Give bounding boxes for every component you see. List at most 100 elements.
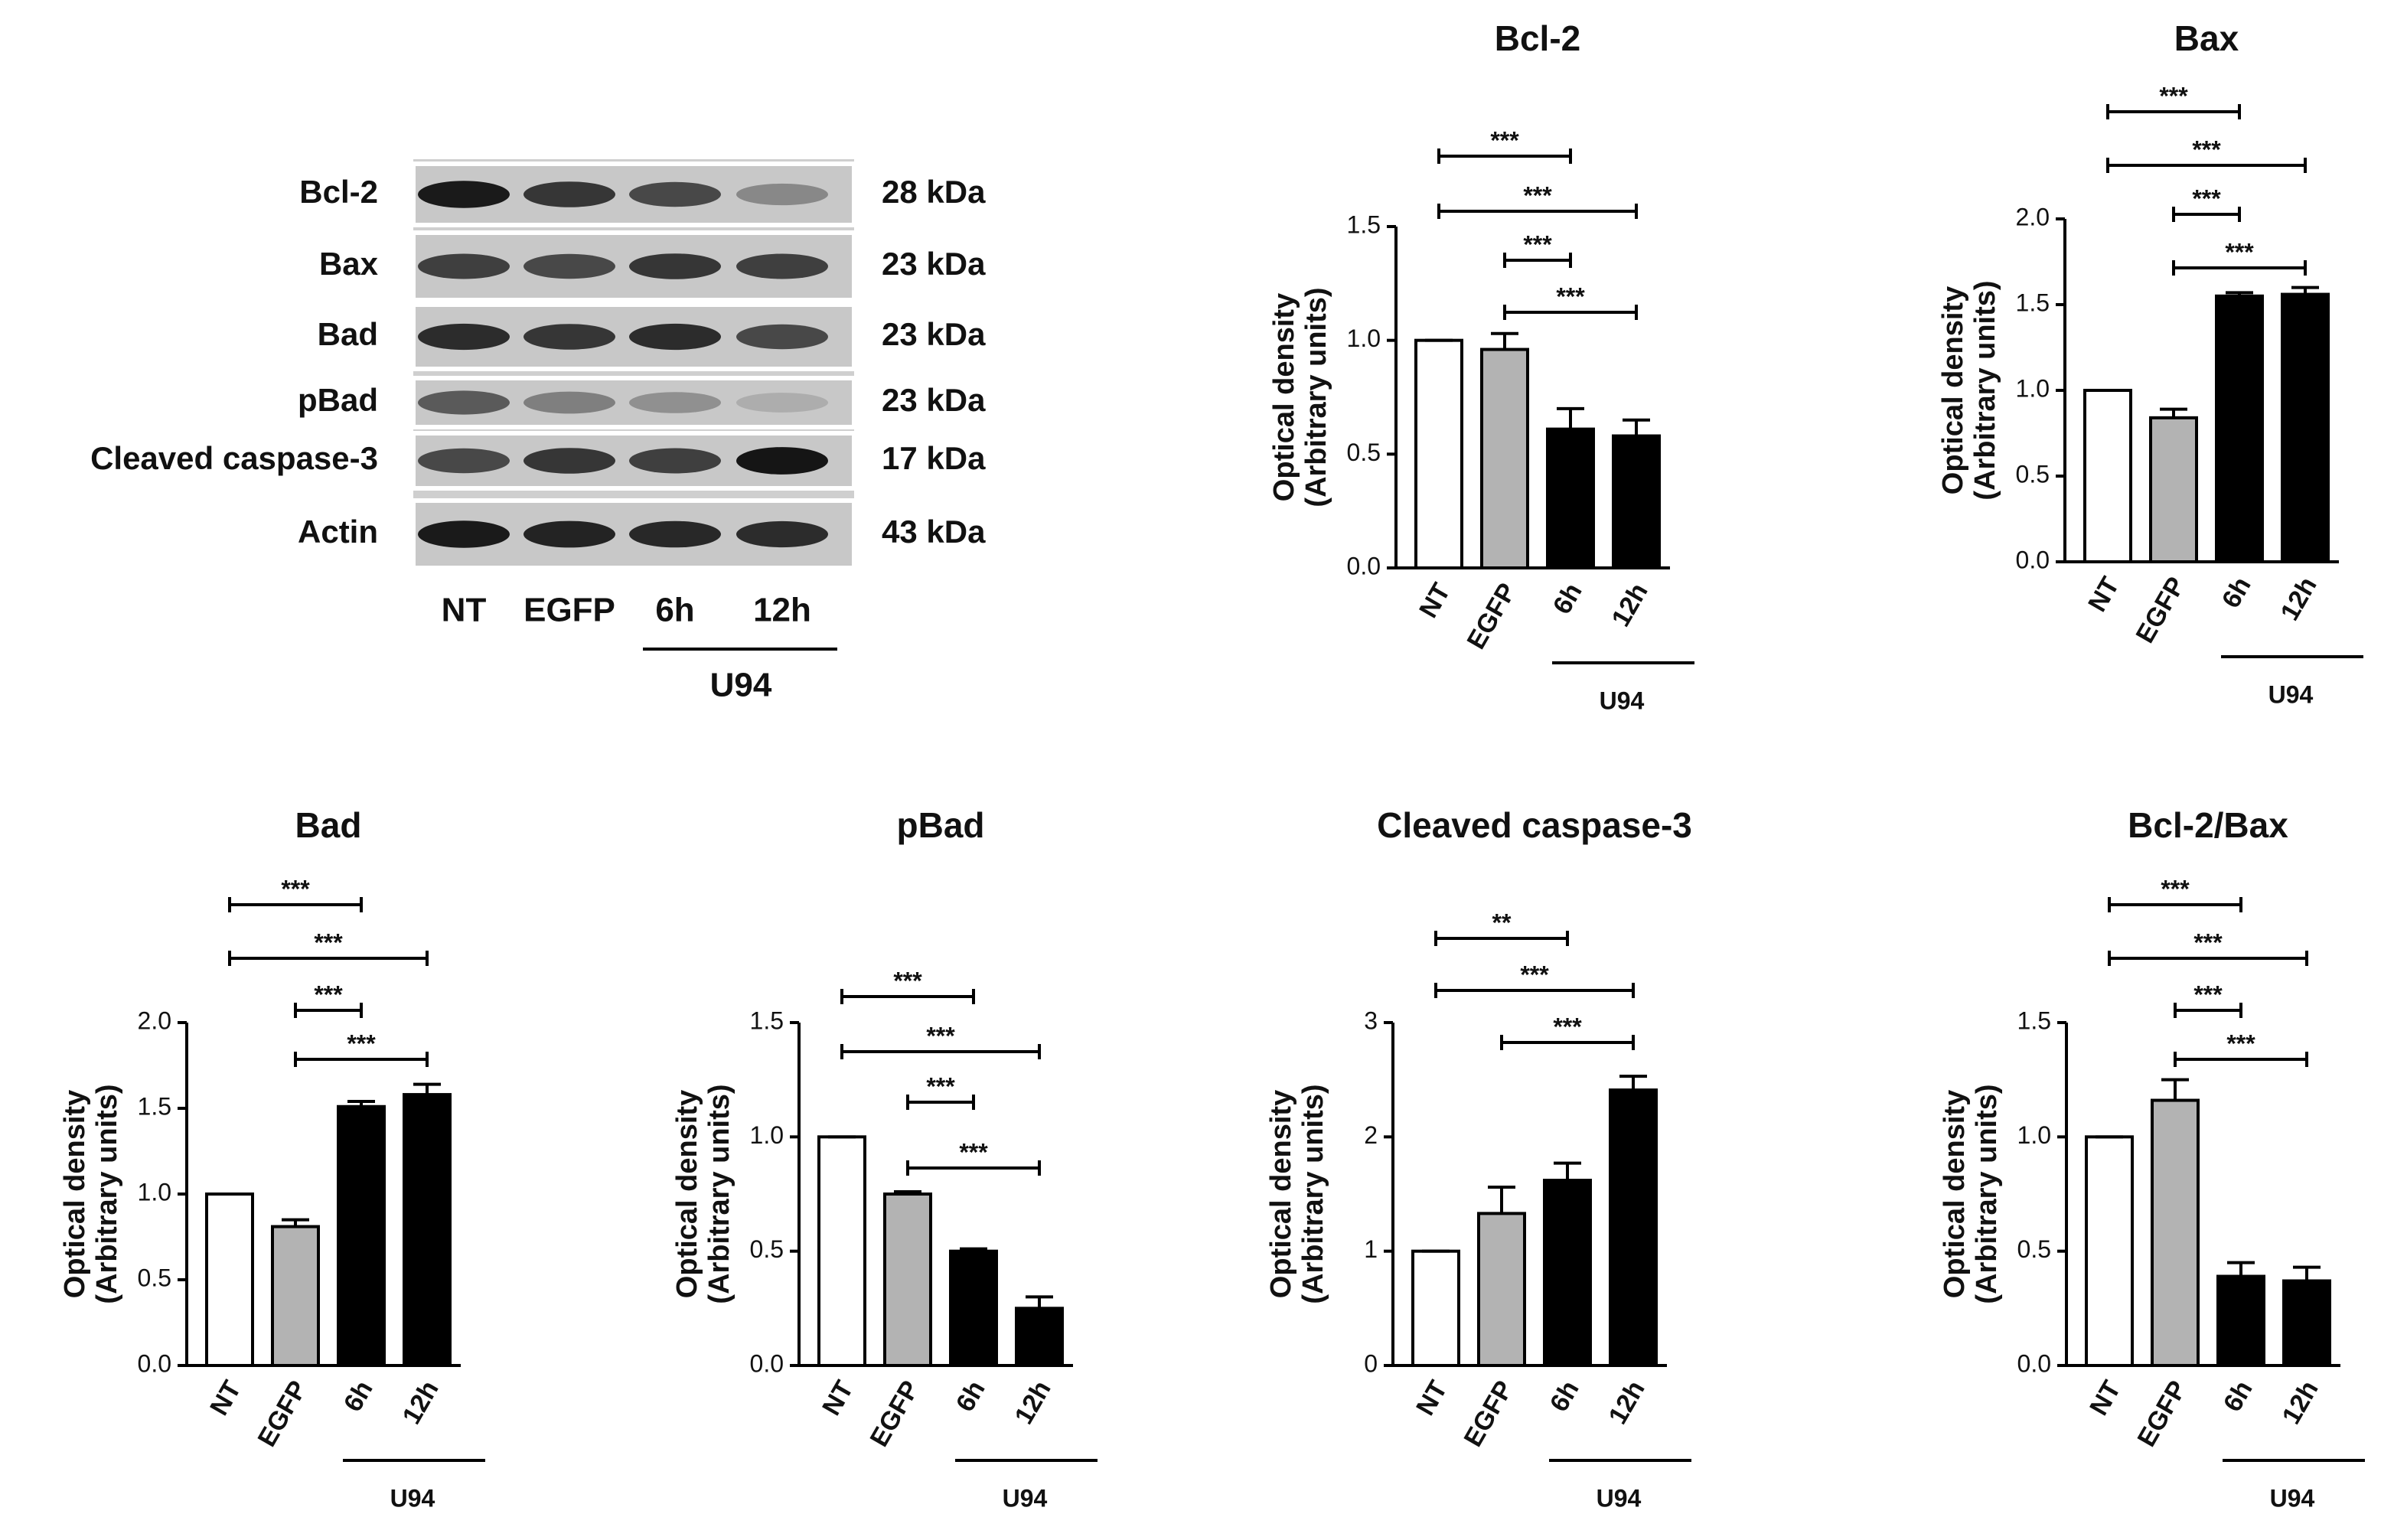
error-bar — [1554, 1161, 1581, 1181]
blot-size-label: 23 kDa — [882, 382, 986, 418]
group-label: U94 — [2268, 680, 2314, 708]
significance-bracket — [1437, 204, 1638, 219]
significance-label: *** — [1523, 181, 1552, 209]
significance-label: *** — [2225, 238, 2254, 266]
significance-bracket — [2108, 951, 2308, 966]
significance-label: *** — [281, 875, 310, 902]
x-tick-label: 12h — [397, 1375, 445, 1429]
bar — [205, 1193, 254, 1367]
y-tick-label: 0.0 — [2017, 1349, 2051, 1377]
error-bar — [347, 1100, 375, 1107]
group-label: U94 — [2270, 1484, 2315, 1512]
x-tick-label: 12h — [1606, 578, 1654, 631]
x-tick-label: NT — [817, 1375, 859, 1420]
significance-bracket — [1503, 253, 1572, 268]
significance-label: *** — [2192, 135, 2221, 163]
significance-label: *** — [2193, 928, 2223, 956]
x-tick-label: NT — [1411, 1375, 1453, 1420]
x-tick-label: 6h — [951, 1375, 991, 1416]
error-bar — [413, 1082, 441, 1095]
error-bar — [2291, 285, 2319, 295]
y-tick-label: 0.0 — [750, 1349, 784, 1377]
blot-size-label: 43 kDa — [882, 514, 986, 550]
y-axis-label: (Arbitrary units) — [1969, 280, 2001, 500]
blot-row-label: Actin — [298, 514, 378, 550]
error-bar — [1623, 418, 1650, 436]
y-tick-label: 2 — [1364, 1121, 1378, 1149]
error-bar — [2227, 1261, 2255, 1277]
x-tick-label: 12h — [2277, 1375, 2324, 1429]
significance-bracket — [840, 1044, 1041, 1059]
bar — [883, 1193, 932, 1367]
bar — [2216, 1274, 2265, 1368]
blot-row-label: Bad — [318, 316, 378, 352]
y-tick-label: 1.5 — [750, 1007, 784, 1034]
significance-label: ** — [1492, 909, 1512, 936]
significance-bracket — [2106, 104, 2241, 119]
y-tick-label: 0.5 — [138, 1264, 171, 1291]
significance-bracket — [1437, 148, 1572, 164]
significance-label: *** — [2226, 1029, 2255, 1057]
error-bar — [1488, 1186, 1515, 1214]
blot-band — [629, 253, 721, 279]
y-tick-label: 2.0 — [2016, 203, 2050, 230]
significance-label: *** — [893, 967, 922, 994]
blot-band — [736, 324, 828, 350]
blot-band — [418, 323, 510, 351]
blot-band — [523, 448, 615, 474]
y-axis-label: (Arbitrary units) — [91, 1084, 123, 1303]
bar — [2083, 389, 2132, 563]
blot-band — [418, 448, 510, 474]
y-axis-label: Optical density — [1939, 1090, 1971, 1298]
y-tick-label: 1.5 — [2017, 1007, 2051, 1034]
blot-band — [736, 253, 828, 279]
chart-title: Bax — [2174, 18, 2239, 58]
blot-size-label: 17 kDa — [882, 440, 986, 476]
group-label: U94 — [1600, 687, 1645, 714]
x-tick-label: 6h — [2218, 1375, 2259, 1416]
blot-band — [418, 181, 510, 208]
bar — [2215, 294, 2264, 563]
x-tick-label: 12h — [1009, 1375, 1057, 1429]
x-tick-label: NT — [2084, 1375, 2127, 1420]
y-tick-label: 0.5 — [2016, 460, 2050, 488]
significance-bracket — [2172, 260, 2307, 276]
bar — [2149, 416, 2198, 564]
significance-label: *** — [2159, 82, 2188, 109]
x-tick-label: EGFP — [865, 1375, 925, 1451]
error-bar — [2293, 1265, 2321, 1281]
bar — [2281, 292, 2330, 563]
blot-size-label: 23 kDa — [882, 246, 986, 282]
blot-band — [523, 253, 615, 279]
x-tick-label: 6h — [2216, 572, 2257, 612]
y-axis-label: Optical density — [1265, 1090, 1297, 1298]
y-tick-label: 1 — [1364, 1235, 1378, 1263]
blot-band — [418, 390, 510, 415]
error-bar — [1491, 331, 1518, 350]
significance-label: *** — [1553, 1013, 1582, 1040]
significance-label: *** — [2161, 875, 2190, 902]
chart-title: Bcl-2/Bax — [2128, 805, 2288, 845]
x-tick-label: NT — [1414, 578, 1456, 622]
x-tick-label: NT — [2083, 572, 2125, 616]
error-bar — [1557, 406, 1584, 429]
x-tick-label: EGFP — [1462, 578, 1522, 654]
error-bar — [2226, 291, 2253, 296]
blot-size-label: 23 kDa — [882, 316, 986, 352]
bar — [1480, 347, 1529, 569]
y-tick-label: 3 — [1364, 1007, 1378, 1034]
x-tick-label: NT — [204, 1375, 247, 1420]
significance-label: *** — [347, 1029, 376, 1057]
blot-band — [629, 392, 721, 413]
error-bar — [2160, 407, 2187, 418]
blot-band — [418, 253, 510, 279]
significance-bracket — [2106, 158, 2307, 173]
significance-bracket — [1434, 931, 1569, 946]
blot-lane-label: NT — [442, 592, 487, 629]
x-tick-label: 12h — [2275, 572, 2323, 625]
significance-label: *** — [314, 980, 343, 1008]
blot-lane-label: 12h — [753, 592, 811, 629]
y-tick-label: 1.5 — [138, 1092, 171, 1120]
bar — [1477, 1212, 1526, 1368]
